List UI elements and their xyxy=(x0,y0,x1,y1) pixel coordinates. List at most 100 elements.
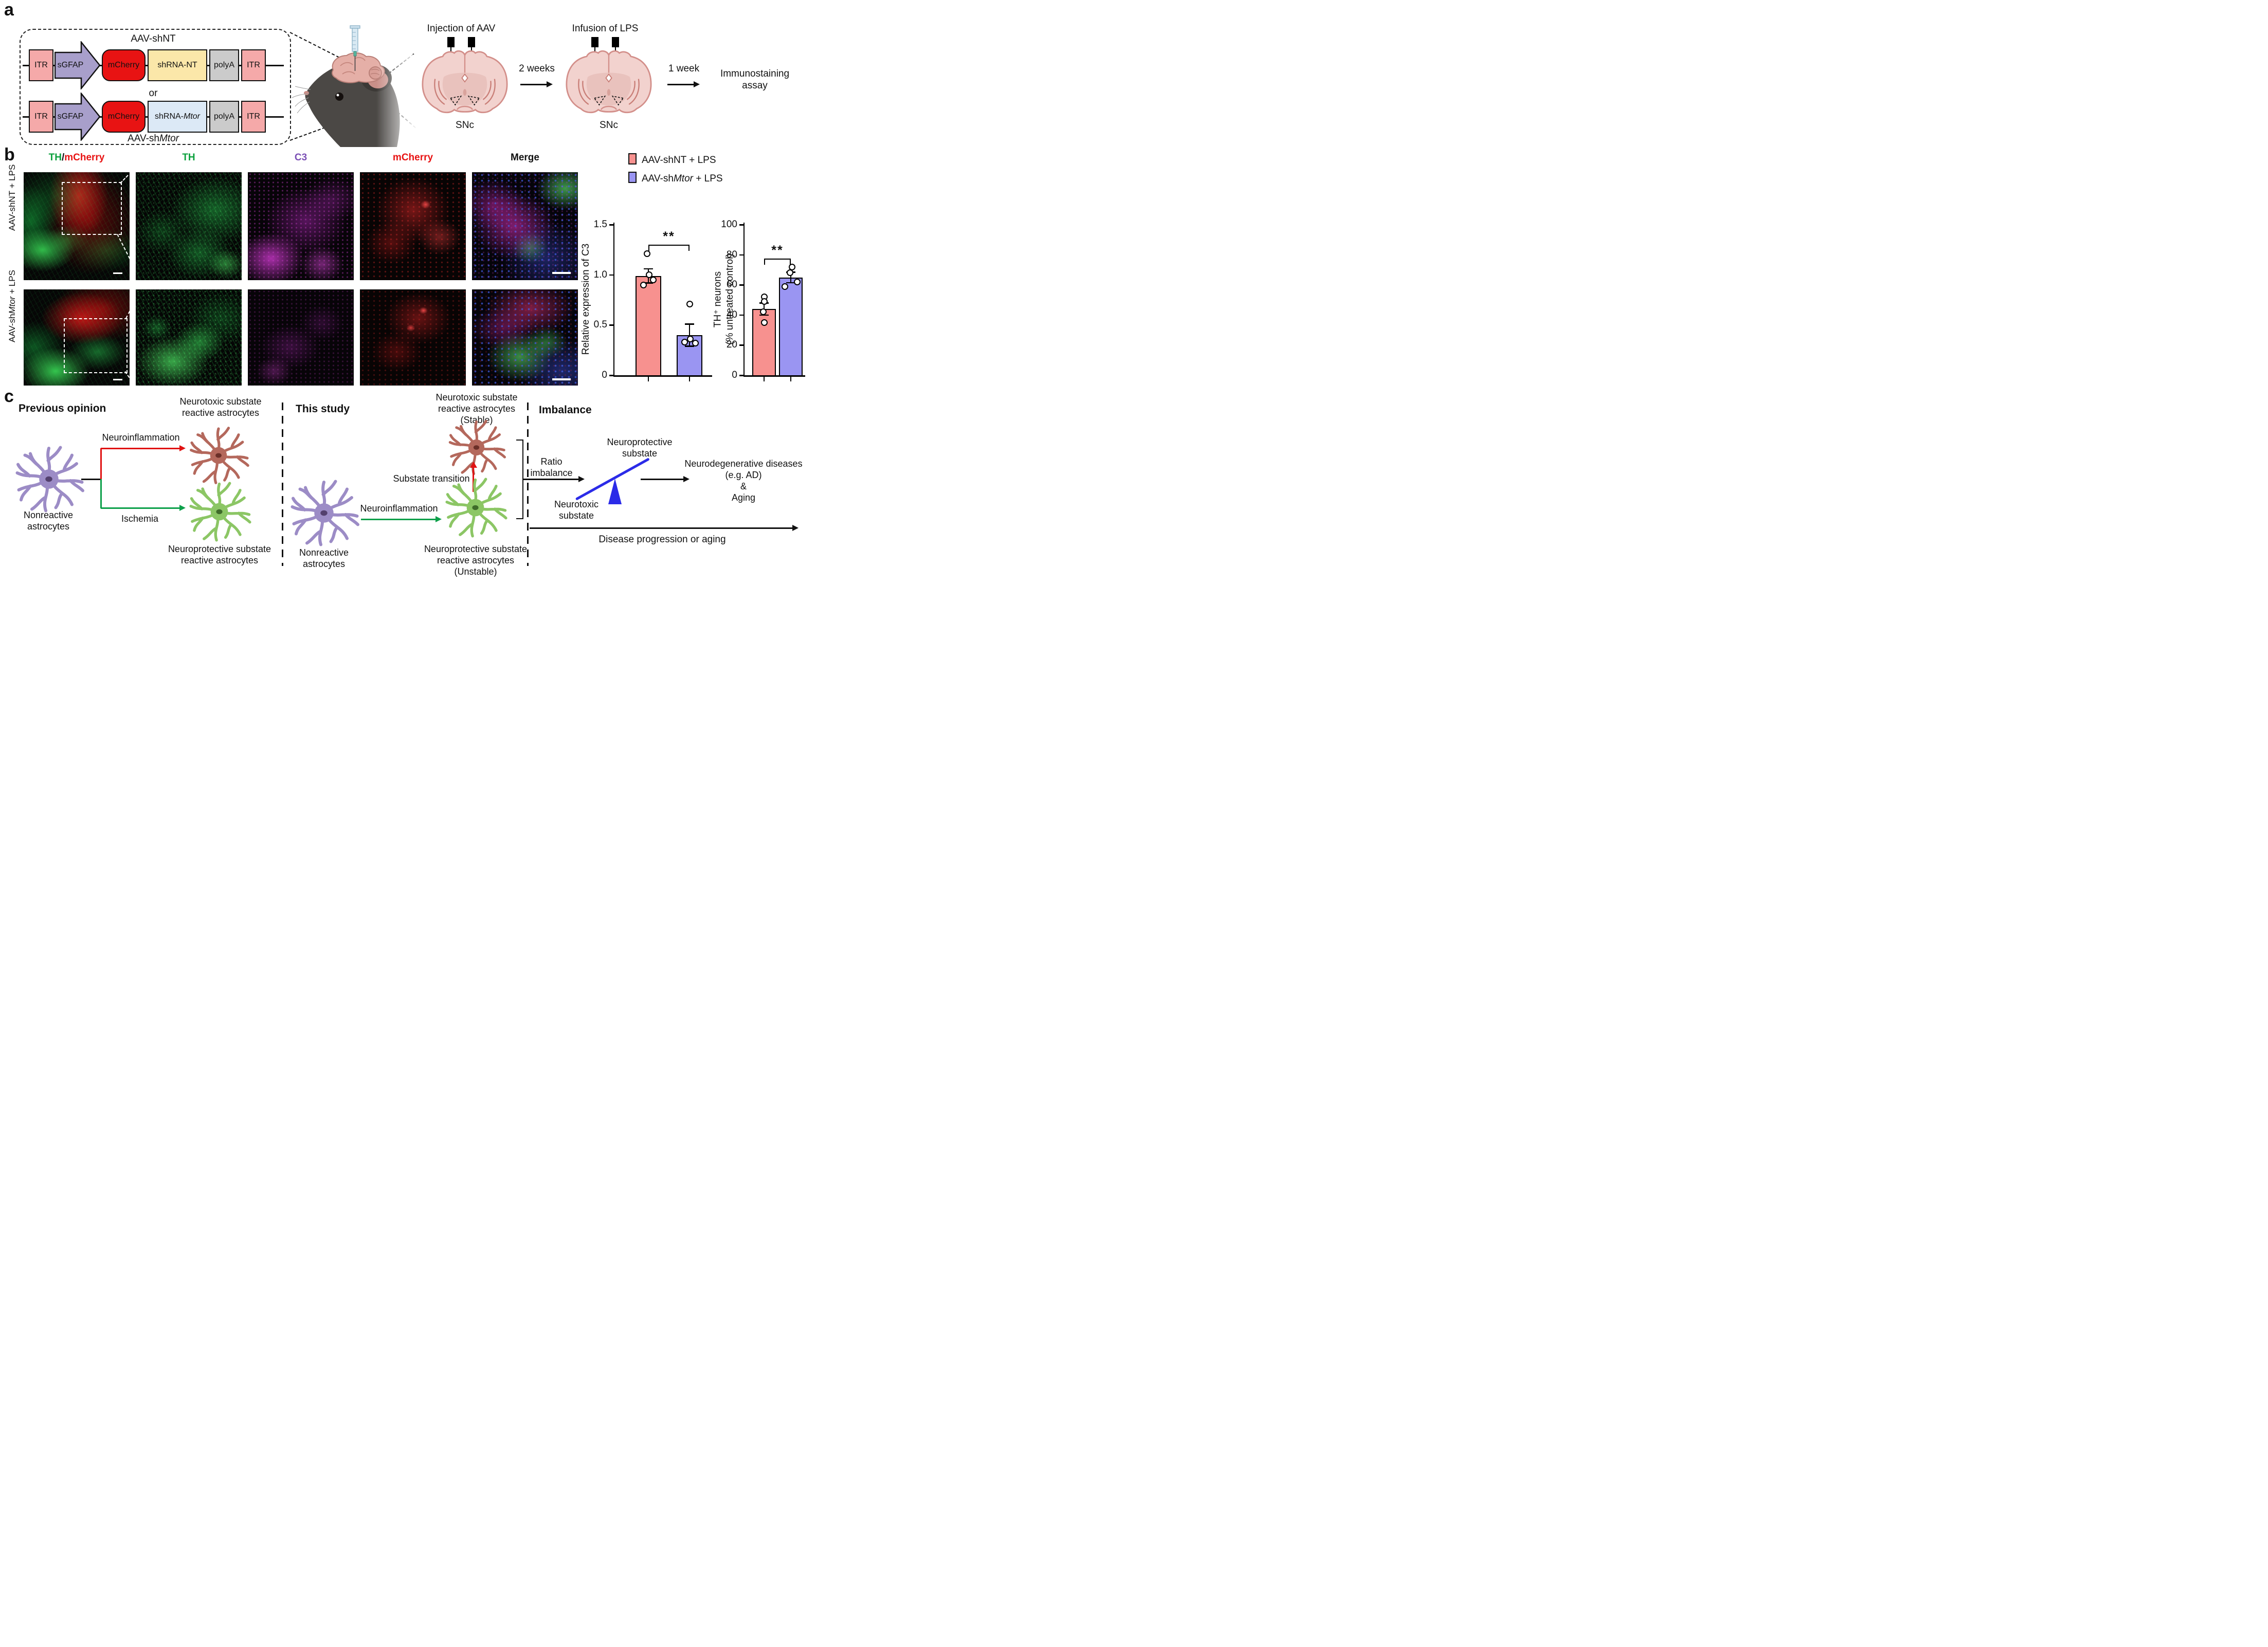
chart1-data-point xyxy=(681,339,688,346)
neurotoxic-astrocytes-label: Neurotoxic substate reactive astrocytes xyxy=(179,396,262,418)
chart1-x-axis xyxy=(613,375,712,377)
scale-bar xyxy=(113,272,122,274)
figure-canvas: a AAV-shNT ITR sGFAP mCherry shRNA-NT po… xyxy=(0,0,806,585)
chart2-significance-label: ** xyxy=(771,243,784,258)
chart1-data-point xyxy=(686,336,694,343)
chart2-y-tick-label: 60 xyxy=(726,279,737,290)
column-header-th-mcherry: TH/mCherry xyxy=(48,152,105,163)
fluorescence-speckle xyxy=(248,172,354,280)
micro-image-shmtor-mcherry xyxy=(360,289,466,386)
scale-bar xyxy=(552,378,571,380)
fluorescence-speckle xyxy=(472,289,578,386)
chart2-y-tick xyxy=(739,284,743,286)
injection-cannula-marker xyxy=(447,37,455,47)
sgfap-label: sGFAP xyxy=(57,61,84,69)
brain-coronal-section xyxy=(413,47,516,119)
legend-label-shmtor: AAV-shMtor + LPS xyxy=(642,173,723,184)
polya-box: polyA xyxy=(209,101,239,133)
chart1-y-tick xyxy=(609,274,613,276)
chart1-significance-bracket xyxy=(648,245,690,251)
imbalance-heading: Imbalance xyxy=(539,404,592,416)
micro-image-shmtor-th-mcherry xyxy=(24,289,130,386)
zoom-inset-box xyxy=(62,181,122,235)
itr-box: ITR xyxy=(29,101,53,133)
neuroprotective-unstable-label: Neuroprotective substate reactive astrocy… xyxy=(424,544,528,577)
chart1-significance-label: ** xyxy=(663,229,675,244)
mcherry-box: mCherry xyxy=(102,101,146,133)
micro-image-shmtor-th xyxy=(136,289,242,386)
chart2-data-point xyxy=(786,269,793,277)
chart1-x-tick-1 xyxy=(688,376,691,381)
legend-swatch-shnt xyxy=(628,153,637,164)
ischemia-branch-line xyxy=(100,479,102,508)
this-study-heading: This study xyxy=(296,403,350,415)
chart1-data-point xyxy=(643,250,650,258)
ischemia-arrow xyxy=(101,504,186,511)
outcome-arrow xyxy=(641,475,690,482)
chart2-y-tick-label: 100 xyxy=(721,219,737,230)
chart1-error-cap-0 xyxy=(644,282,653,284)
construct-1-title: AAV-shNT xyxy=(131,33,176,44)
construct-2-title: AAV-shMtor xyxy=(128,133,179,144)
scale-bar xyxy=(552,272,571,274)
chart1-error-cap-0 xyxy=(644,268,653,270)
legend-swatch-shmtor xyxy=(628,172,637,183)
chart1-data-point xyxy=(640,281,647,288)
zoom-inset-box xyxy=(64,318,128,373)
micro-image-shnt-th xyxy=(136,172,242,280)
micro-image-shmtor-c3 xyxy=(248,289,354,386)
immunostaining-assay-label: Immunostaining assay xyxy=(720,68,790,91)
chart2-data-point xyxy=(793,278,801,285)
chart2-error-bar-1 xyxy=(790,272,792,283)
previous-opinion-heading: Previous opinion xyxy=(19,402,106,414)
mouse-injection-illustration xyxy=(292,25,418,150)
injection-cannula-marker xyxy=(468,37,475,47)
section-divider-dashed xyxy=(282,402,283,566)
neurotoxic-substate-label: Neurotoxic substate xyxy=(554,499,599,521)
section-divider-dashed xyxy=(527,402,529,566)
substate-transition-arrowhead xyxy=(469,462,477,468)
chart2-error-cap-0 xyxy=(759,314,769,316)
timeline-arrow xyxy=(520,81,553,87)
neuroinflammation-label: Neuroinflammation xyxy=(102,432,180,443)
neuroinflammation-arrow xyxy=(101,445,186,451)
chart2-y-axis xyxy=(743,223,745,377)
nonreactive-astrocytes-label: Nonreactive astrocytes xyxy=(299,547,349,569)
column-header-c3: C3 xyxy=(294,152,307,163)
seesaw-fulcrum xyxy=(608,479,622,504)
chart1-x-tick-0 xyxy=(647,376,649,381)
column-header-th: TH xyxy=(182,152,195,163)
micro-image-shnt-mcherry xyxy=(360,172,466,280)
infusion-cannula-marker xyxy=(591,37,598,47)
panel-c-label: c xyxy=(4,387,14,406)
nuclei-speckle xyxy=(472,289,578,386)
neurotoxic-stable-label: Neurotoxic substate reactive astrocytes (S… xyxy=(436,392,518,425)
mcherry-box: mCherry xyxy=(102,49,146,81)
ratio-imbalance-label: Ratio imbalance xyxy=(530,456,573,478)
chart2-data-point xyxy=(760,319,768,326)
micro-image-shnt-merge xyxy=(472,172,578,280)
ratio-imbalance-arrow xyxy=(523,475,585,482)
construct-dashed-box xyxy=(20,29,291,145)
fluorescence-speckle xyxy=(136,172,242,280)
brain-coronal-section xyxy=(557,47,660,119)
column-header-merge: Merge xyxy=(511,152,539,163)
neuroprotective-astrocyte-illustration xyxy=(190,482,251,541)
itr-box: ITR xyxy=(29,49,53,81)
shrna-nt-box: shRNA-NT xyxy=(148,49,207,81)
branch-stub-line xyxy=(81,479,101,480)
micro-image-shnt-th-mcherry xyxy=(24,172,130,280)
chart2-significance-bracket xyxy=(764,259,791,265)
chart1-y-tick xyxy=(609,224,613,226)
nonreactive-astrocyte-illustration xyxy=(16,446,84,512)
polya-box: polyA xyxy=(209,49,239,81)
chart1-data-point xyxy=(645,271,652,279)
chart1-error-bar-1 xyxy=(688,324,691,346)
chart1-error-cap-1 xyxy=(685,345,694,347)
row-label-aav-shmtor-lps: AAV-shMtor + LPS xyxy=(7,270,17,342)
chart1-data-point xyxy=(649,276,657,283)
chart1-y-tick-label: 0 xyxy=(602,370,607,380)
nuclei-speckle xyxy=(472,172,578,280)
snc-label: SNc xyxy=(456,120,474,131)
chart1-data-point xyxy=(686,300,693,307)
